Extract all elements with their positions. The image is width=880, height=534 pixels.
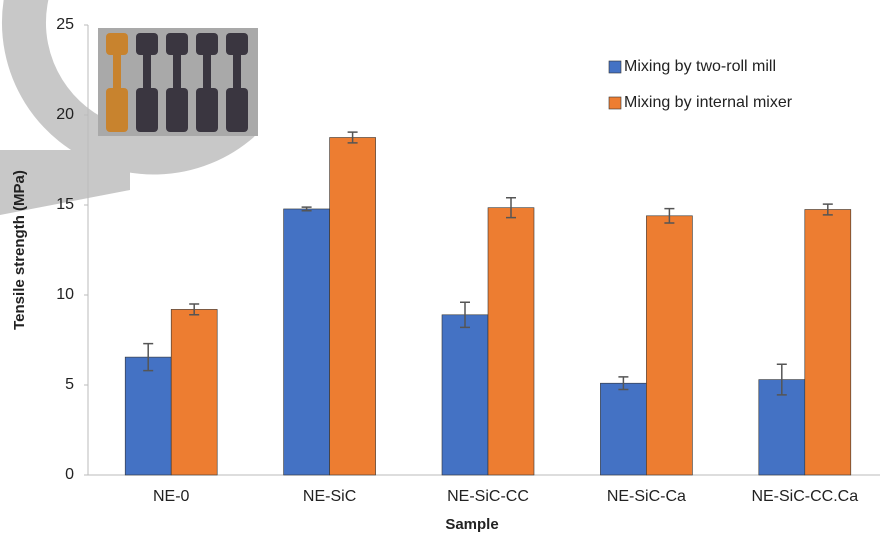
error-bar (189, 303, 200, 316)
error-bar (347, 131, 358, 144)
error-bar (664, 207, 675, 224)
bar (600, 382, 647, 476)
specimen-photo (98, 28, 258, 136)
error-bar (143, 342, 154, 372)
bar (441, 314, 489, 476)
legend-label: Mixing by internal mixer (624, 94, 793, 111)
error-bar (618, 376, 629, 391)
bar (170, 309, 218, 476)
y-tick-label: 0 (65, 466, 74, 483)
y-axis-title: Tensile strength (MPa) (11, 170, 28, 330)
bar (487, 207, 535, 476)
bar (283, 208, 330, 476)
x-tick-label: NE-SiC (303, 488, 356, 505)
x-tick-label: NE-0 (153, 488, 190, 505)
x-tick-label: NE-SiC-CC.Ca (751, 488, 858, 505)
legend-swatch (608, 96, 622, 110)
error-bar (460, 301, 470, 329)
x-axis-title: Sample (445, 516, 498, 533)
y-tick-label: 5 (65, 376, 74, 393)
watermark (0, 0, 255, 215)
legend-label: Mixing by two-roll mill (624, 58, 776, 75)
y-tick-label: 25 (56, 16, 74, 33)
bar (646, 215, 693, 476)
bar (329, 137, 376, 476)
legend-swatch (608, 60, 622, 74)
y-tick-label: 15 (56, 196, 74, 213)
bar (124, 356, 172, 476)
bar (804, 209, 852, 476)
x-tick-label: NE-SiC-CC (447, 488, 529, 505)
y-tick-label: 20 (56, 106, 74, 123)
error-bar (301, 206, 312, 212)
error-bar (822, 203, 833, 216)
x-tick-label: NE-SiC-Ca (607, 488, 686, 505)
error-bar (776, 363, 787, 396)
y-tick-label: 10 (56, 286, 74, 303)
error-bar (506, 197, 516, 219)
